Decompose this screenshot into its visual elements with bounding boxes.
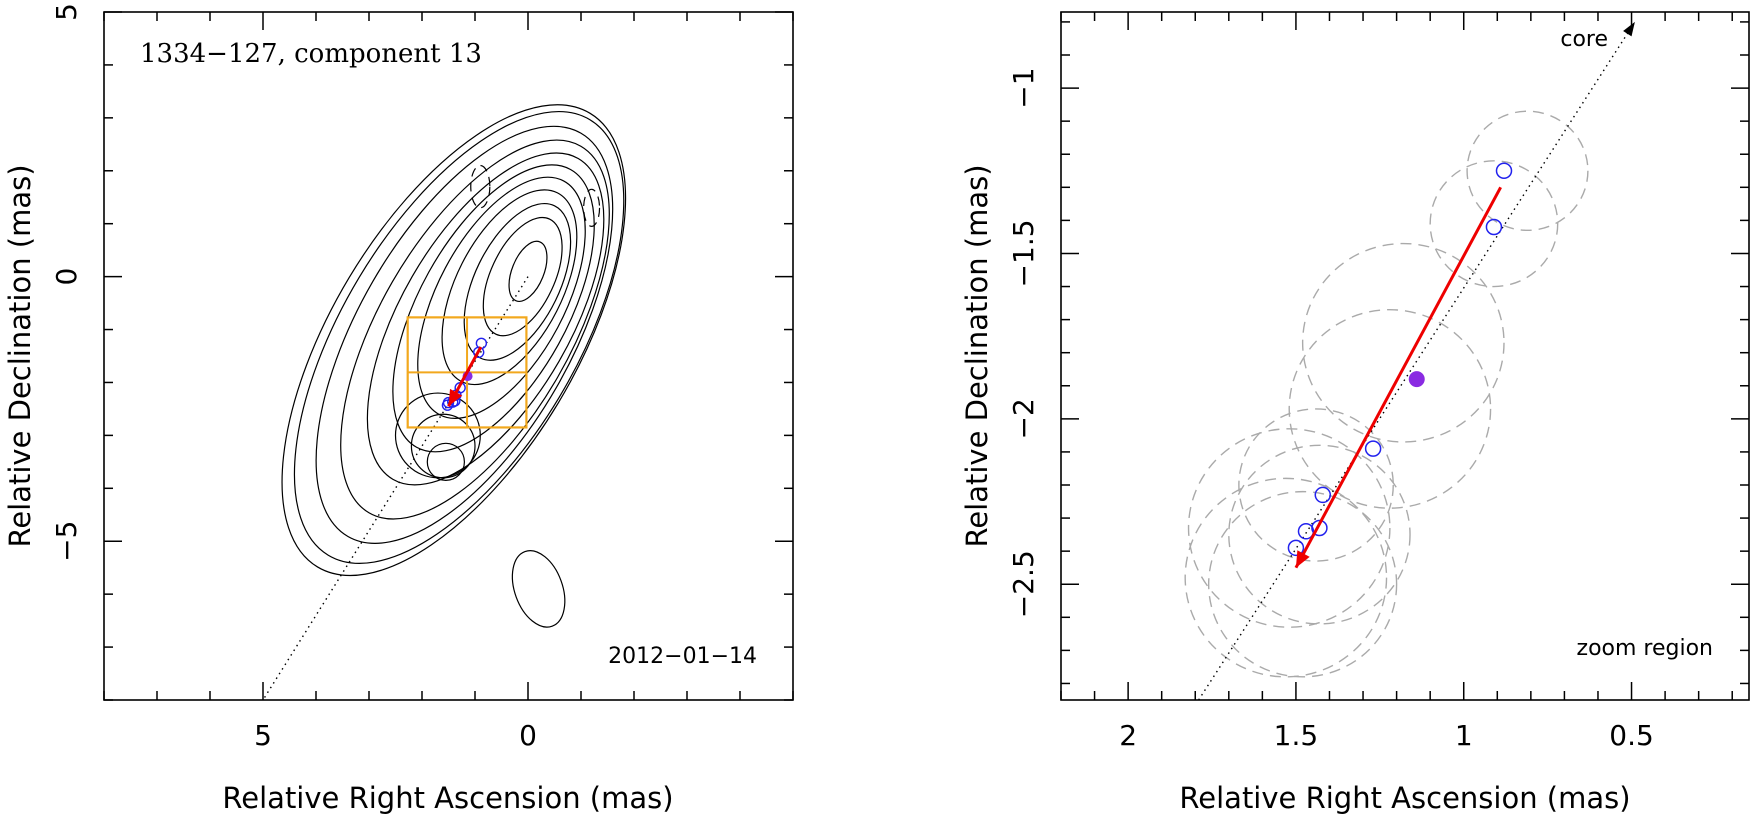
component-size-circle — [1301, 242, 1505, 443]
right-component-size-circles — [1184, 110, 1589, 678]
component-position — [1364, 440, 1382, 457]
left-y-tick-label: −5 — [50, 521, 83, 562]
left-date-annotation: 2012−01−14 — [608, 644, 757, 669]
left-x-axis-label: Relative Right Ascension (mas) — [222, 781, 673, 815]
right-y-tick-label: −2.5 — [1007, 550, 1040, 618]
left-ticks: 5 0 5 0 −5 — [50, 3, 794, 752]
contour — [366, 152, 605, 486]
contour — [281, 104, 627, 577]
reference-epoch-position — [1408, 371, 1425, 388]
contour — [392, 164, 595, 453]
component-position — [1495, 162, 1513, 180]
right-x-tick-label: 0.5 — [1609, 719, 1654, 752]
negative-contour — [470, 164, 491, 209]
contour — [394, 392, 481, 479]
right-core-label: core — [1560, 27, 1608, 52]
component-size-circle — [1238, 408, 1394, 562]
component-position — [441, 399, 454, 411]
left-x-tick-label: 5 — [254, 719, 272, 752]
motion-vector-head — [1295, 550, 1310, 568]
right-x-tick-label: 1.5 — [1274, 719, 1319, 752]
right-x-tick-label: 1 — [1455, 719, 1473, 752]
right-zoom-annotation: zoom region — [1577, 636, 1713, 661]
contour — [482, 216, 563, 337]
contour — [463, 202, 572, 361]
right-plot-frame — [1060, 11, 1750, 701]
contour — [508, 240, 548, 302]
contour — [315, 125, 614, 544]
left-y-tick-label: 5 — [50, 3, 83, 21]
contour — [417, 176, 586, 419]
component-size-circle — [1184, 477, 1388, 678]
right-y-tick-label: −2 — [1007, 398, 1040, 439]
right-ticks: 2 1.5 1 0.5 −1 −1.5 −2 −2.5 — [1007, 12, 1749, 752]
component-size-circle — [1228, 444, 1411, 625]
left-contours — [281, 104, 627, 628]
motion-vector-head — [448, 388, 463, 407]
component-position — [1485, 218, 1503, 236]
component-position — [1297, 523, 1315, 540]
contour — [511, 550, 566, 628]
left-marks — [262, 276, 529, 701]
left-plot-frame — [103, 11, 794, 701]
component-size-circle — [1429, 160, 1559, 288]
component-size-circle — [1187, 428, 1391, 628]
component-size-circle — [1207, 490, 1398, 678]
contour — [293, 111, 625, 564]
right-y-axis-label: Relative Declination (mas) — [960, 164, 994, 547]
core-direction-line — [262, 276, 529, 701]
contour — [340, 139, 610, 520]
contour — [426, 442, 466, 481]
right-y-tick-label: −1 — [1007, 67, 1040, 108]
right-panel: 2 1.5 1 0.5 −1 −1.5 −2 −2.5 core zoom region Re… — [960, 11, 1750, 815]
component-position — [473, 346, 485, 358]
right-y-tick-label: −1.5 — [1007, 219, 1040, 287]
component-size-circle — [1466, 110, 1589, 232]
component-position — [1314, 486, 1332, 504]
right-marks — [1198, 21, 1636, 701]
left-title: 1334−127, component 13 — [140, 39, 482, 69]
right-x-axis-label: Relative Right Ascension (mas) — [1179, 781, 1630, 815]
right-x-tick-label: 2 — [1119, 719, 1137, 752]
core-direction-arrowhead — [1623, 21, 1635, 37]
left-y-axis-label: Relative Declination (mas) — [3, 164, 37, 547]
core-direction-line — [1198, 21, 1636, 701]
component-position — [1287, 539, 1305, 557]
motion-vector — [1294, 186, 1502, 569]
left-panel: 5 0 5 0 −5 1334−127, component 13 2012−01−14… — [3, 3, 794, 815]
component-size-circle — [1288, 308, 1492, 509]
left-y-tick-label: 0 — [50, 268, 83, 286]
left-x-tick-label: 0 — [519, 719, 537, 752]
negative-contour — [583, 188, 601, 227]
